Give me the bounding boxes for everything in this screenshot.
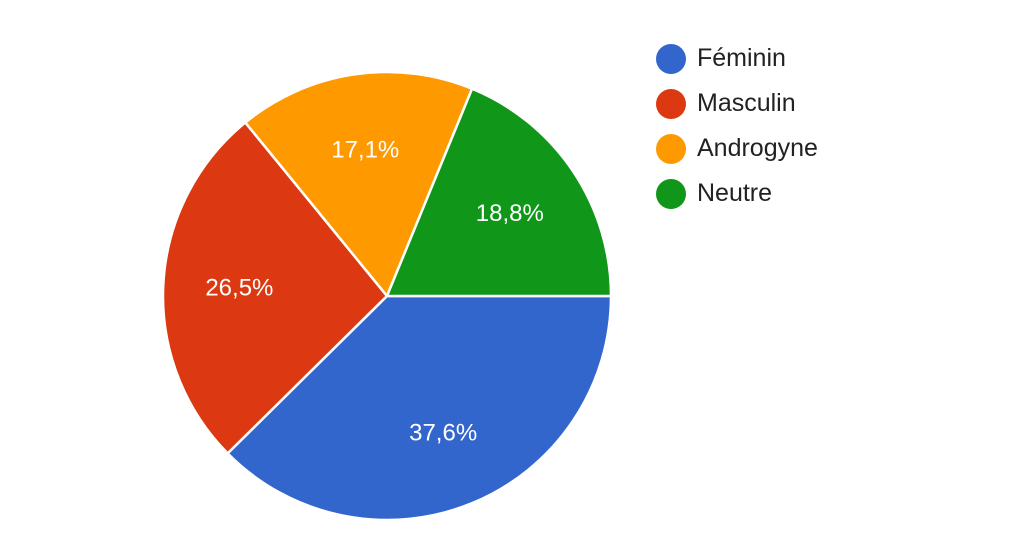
pie-slice-androgyne	[244, 70, 474, 298]
legend-swatch	[656, 178, 686, 209]
pie-slice-neutre	[385, 87, 613, 298]
legend-label: Féminin	[697, 44, 786, 72]
legend-label: Masculin	[697, 89, 796, 117]
legend-item-neutre: Neutre	[656, 171, 818, 216]
slice-value-label: 18,8%	[476, 200, 544, 227]
slice-value-label: 26,5%	[205, 275, 273, 302]
pie-slice-masculin	[161, 121, 389, 455]
legend-item-androgyne: Androgyne	[656, 126, 818, 171]
chart-legend: Féminin Masculin Androgyne Neutre	[656, 36, 818, 216]
legend-item-feminin: Féminin	[656, 36, 818, 81]
legend-swatch	[656, 88, 686, 119]
slice-value-label: 37,6%	[409, 419, 477, 446]
legend-swatch	[656, 43, 686, 74]
legend-label: Neutre	[697, 179, 773, 207]
legend-label: Androgyne	[697, 134, 818, 162]
legend-swatch	[656, 133, 686, 164]
slice-value-label: 17,1%	[331, 136, 399, 163]
pie-slice-f-minin	[226, 294, 613, 522]
legend-item-masculin: Masculin	[656, 81, 818, 126]
